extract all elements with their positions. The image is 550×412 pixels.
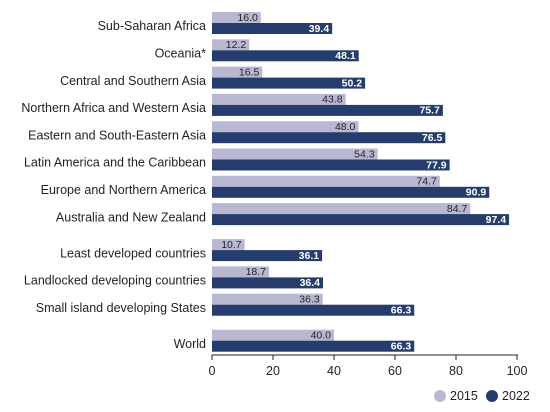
value-label-2015: 54.3 <box>354 148 375 160</box>
value-label-2022: 66.3 <box>391 305 412 317</box>
bar-2015 <box>212 121 359 133</box>
legend: 2015 2022 <box>434 389 530 403</box>
bar-2015 <box>212 203 471 215</box>
bar-2022 <box>212 277 324 289</box>
category-label: Landlocked developing countries <box>24 274 206 288</box>
value-label-2022: 39.4 <box>309 23 330 35</box>
value-labels: 16.0 39.4 12.2 48.1 16.5 50.2 43.8 75.7 48.0 76.5… <box>221 12 506 353</box>
x-tick-label: 80 <box>449 364 463 378</box>
bar-2022 <box>212 132 446 144</box>
value-label-2022: 48.1 <box>335 50 356 62</box>
x-tick-label: 0 <box>209 364 216 378</box>
legend-marker-2022 <box>486 390 498 402</box>
category-labels: Sub-Saharan Africa Oceania* Central and So… <box>21 19 206 351</box>
value-label-2015: 12.2 <box>226 39 247 51</box>
x-tick-label: 40 <box>327 364 341 378</box>
bar-2015 <box>212 66 263 78</box>
category-label: World <box>174 337 206 351</box>
legend-marker-2015 <box>434 390 446 402</box>
bar-2022 <box>212 340 415 352</box>
category-label: Central and Southern Asia <box>60 74 206 88</box>
bar-2015 <box>212 93 346 105</box>
category-label: Small island developing States <box>36 301 206 315</box>
legend-label-2015: 2015 <box>450 389 478 403</box>
category-label: Northern Africa and Western Asia <box>21 101 206 115</box>
category-label: Europe and Northern America <box>41 183 206 197</box>
value-label-2015: 16.0 <box>237 12 258 24</box>
bar-2015 <box>212 266 270 278</box>
x-tick-label: 20 <box>266 364 280 378</box>
bar-2015 <box>212 12 261 23</box>
value-label-2015: 36.3 <box>299 294 320 306</box>
bar-2015 <box>212 39 250 51</box>
value-label-2015: 43.8 <box>322 94 343 106</box>
bar-2015 <box>212 293 323 305</box>
bar-2022 <box>212 77 366 89</box>
bar-2015 <box>212 148 378 160</box>
bar-2022 <box>212 214 510 226</box>
category-label: Oceania* <box>155 47 207 61</box>
bar-2022 <box>212 23 333 34</box>
value-label-2015: 48.0 <box>335 121 356 133</box>
bar-2022 <box>212 186 490 198</box>
category-label: Eastern and South-Eastern Asia <box>28 128 206 142</box>
legend-label-2022: 2022 <box>502 389 530 403</box>
category-label: Australia and New Zealand <box>56 210 206 224</box>
value-label-2015: 74.7 <box>416 176 437 188</box>
value-label-2015: 10.7 <box>221 239 242 251</box>
value-label-2022: 50.2 <box>342 77 363 89</box>
value-label-2022: 75.7 <box>419 105 440 117</box>
value-label-2022: 97.4 <box>486 214 507 226</box>
category-label: Latin America and the Caribbean <box>24 156 206 170</box>
bar-2022 <box>212 159 450 171</box>
x-axis: 0 20 40 60 80 100 <box>209 354 528 378</box>
value-label-2015: 84.7 <box>447 203 468 215</box>
value-label-2015: 16.5 <box>239 66 260 78</box>
bar-2022 <box>212 104 443 116</box>
value-label-2022: 36.4 <box>300 277 321 289</box>
bar-2022 <box>212 304 415 316</box>
bars <box>212 12 510 352</box>
bar-2015 <box>212 239 245 251</box>
bar-2015 <box>212 329 334 341</box>
value-label-2015: 40.0 <box>311 330 332 342</box>
bar-2015 <box>212 175 440 187</box>
value-label-2015: 18.7 <box>246 266 267 278</box>
category-label: Sub-Saharan Africa <box>98 19 206 33</box>
value-label-2022: 77.9 <box>426 159 447 171</box>
x-tick-label: 100 <box>507 364 528 378</box>
value-label-2022: 36.1 <box>299 250 320 262</box>
bar-2022 <box>212 50 359 62</box>
category-label: Least developed countries <box>60 246 206 260</box>
x-tick-label: 60 <box>388 364 402 378</box>
value-label-2022: 66.3 <box>391 341 412 353</box>
value-label-2022: 76.5 <box>422 132 443 144</box>
bar-2022 <box>212 250 323 262</box>
value-label-2022: 90.9 <box>466 187 487 199</box>
